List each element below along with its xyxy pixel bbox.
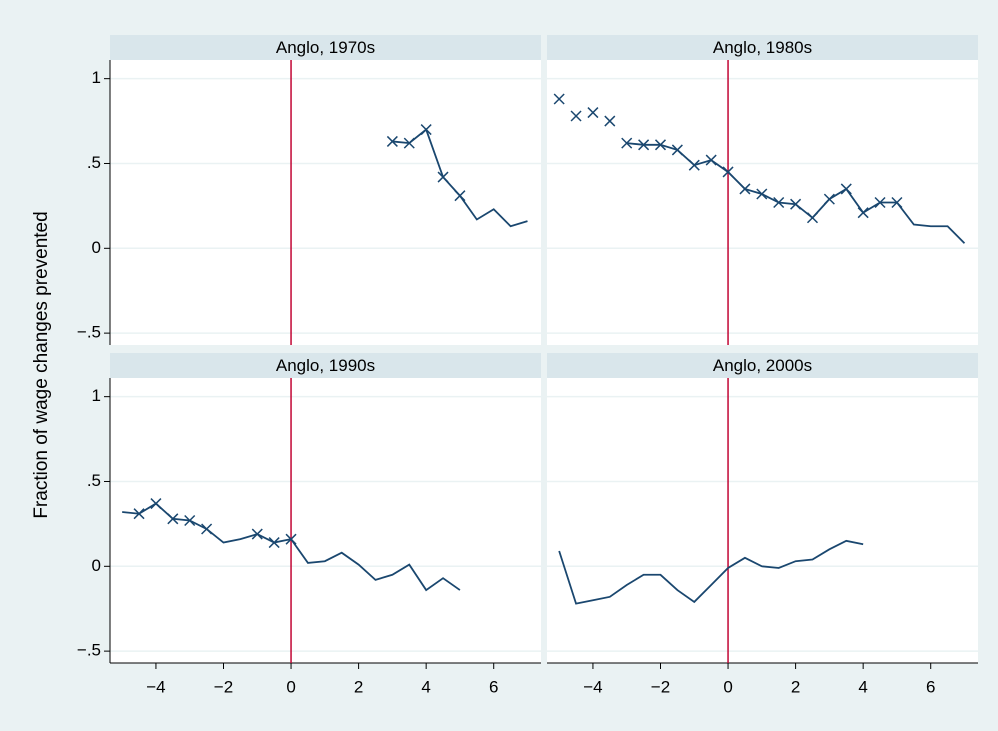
panel-header [547,353,978,378]
x-tick-label: −2 [651,677,670,696]
x-tick-label: −4 [146,677,165,696]
marker [201,523,213,535]
x-tick-label: 6 [926,677,935,696]
line [558,539,864,605]
panel-header [110,353,541,378]
y-tick-label: .5 [87,153,101,172]
panel-title: Anglo, 1990s [276,356,375,375]
marker [671,144,683,156]
marker [454,190,466,202]
plot-area [547,378,978,663]
x-tick-label: 2 [791,677,800,696]
marker [133,508,145,520]
marker [437,171,449,183]
y-tick-label: −.5 [77,323,101,342]
x-tick-label: 0 [723,677,732,696]
panel-title: Anglo, 2000s [713,356,812,375]
y-tick-label: −.5 [77,641,101,660]
marker [874,196,886,209]
panel-header [547,35,978,60]
marker [891,196,903,209]
marker [823,193,835,205]
marker [621,137,633,149]
marker [285,533,297,545]
plot-area [547,60,978,345]
marker [420,124,432,136]
x-tick-label: 2 [354,677,363,696]
marker [739,183,751,195]
y-tick-label: 0 [92,238,101,257]
y-tick-label: 1 [92,68,101,87]
y-tick-label: .5 [87,471,101,490]
marker [403,137,415,149]
marker [654,139,667,151]
marker [806,212,819,224]
marker [268,537,280,549]
marker [688,159,700,171]
marker [587,107,599,119]
y-axis-label: Fraction of wage changes prevented [31,211,52,518]
marker [857,207,869,219]
panel-header [110,35,541,60]
marker [840,183,852,195]
x-tick-label: 6 [489,677,498,696]
marker [638,139,650,151]
marker [570,110,582,122]
marker [150,498,162,510]
marker [722,166,734,178]
marker [251,528,263,540]
marker [756,188,768,200]
marker [790,198,802,210]
x-tick-label: 4 [858,677,867,696]
x-tick-label: 4 [421,677,430,696]
x-tick-label: −4 [583,677,602,696]
x-tick-label: 0 [286,677,295,696]
marker [167,513,179,525]
marker [553,93,565,105]
y-tick-label: 1 [92,386,101,405]
y-tick-label: 0 [92,556,101,575]
marker [386,135,398,147]
marker [773,196,785,209]
marker [604,115,616,127]
marker [705,154,717,166]
panel-title: Anglo, 1980s [713,38,812,57]
panel-title: Anglo, 1970s [276,38,375,57]
x-tick-label: −2 [214,677,233,696]
plot-area [110,60,541,345]
marker [184,514,196,527]
